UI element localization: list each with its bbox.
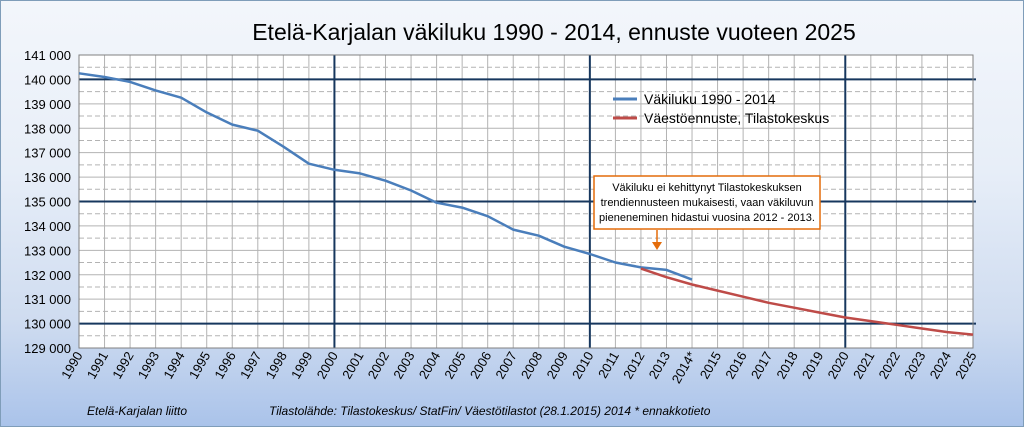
legend-label-2: Väestöennuste, Tilastokeskus: [644, 110, 829, 126]
x-tick-label: 1997: [237, 349, 264, 382]
y-tick-label: 136 000: [24, 170, 71, 185]
y-tick-label: 130 000: [24, 317, 71, 332]
annotation-arrow-head: [652, 242, 662, 250]
chart-title: Etelä-Karjalan väkiluku 1990 - 2014, enn…: [252, 19, 856, 45]
x-tick-label: 2012: [620, 349, 647, 382]
plot-area: 129 000 130 000 131 000 132 000 133 000 134 0…: [24, 48, 980, 386]
x-tick-label: 1996: [211, 349, 238, 382]
annotation-text-line: trendiennusteen mukaisesti, vaan väkiluv…: [601, 197, 814, 209]
x-tick-label: 2003: [390, 349, 417, 382]
x-tick-label: 2025: [952, 349, 979, 382]
x-tick-label: 2014*: [669, 349, 699, 386]
x-tick-label: 2008: [518, 349, 545, 382]
footer-source-org: Etelä-Karjalan liitto: [87, 404, 187, 418]
x-tick-label: 2006: [467, 349, 494, 382]
x-tick-label: 2004: [416, 349, 443, 382]
x-tick-label: 1998: [262, 349, 289, 382]
x-tick-label: 2002: [365, 349, 392, 382]
x-tick-label: 1992: [109, 349, 136, 382]
plot-border: [78, 54, 974, 349]
x-tick-label: 2023: [901, 349, 928, 382]
y-tick-label: 134 000: [24, 219, 71, 234]
x-tick-label: 2018: [773, 349, 800, 382]
y-tick-label: 132 000: [24, 268, 71, 283]
x-tick-label: 2022: [876, 349, 903, 382]
y-tick-label: 140 000: [24, 72, 71, 87]
legend: Väkiluku 1990 - 2014 Väestöennuste, Tilas…: [613, 91, 829, 126]
annotation-box: [593, 175, 821, 230]
x-tick-label: 2010: [569, 349, 596, 382]
x-tick-label: 2016: [722, 349, 749, 382]
series-line-1: [78, 72, 693, 281]
y-tick-label: 137 000: [24, 146, 71, 161]
footer-data-source: Tilastolähde: Tilastokeskus/ StatFin/ Vä…: [269, 404, 711, 418]
y-tick-label: 133 000: [24, 243, 71, 258]
y-tick-label: 135 000: [24, 195, 71, 210]
x-tick-label: 2015: [697, 349, 724, 382]
x-tick-label: 2021: [850, 349, 877, 382]
series-line-2: [640, 267, 974, 336]
x-tick-label: 2001: [339, 349, 366, 382]
x-tick-label: 1994: [160, 349, 187, 382]
y-tick-label: 129 000: [24, 341, 71, 356]
x-tick-label: 2011: [595, 349, 622, 381]
y-tick-label: 139 000: [24, 97, 71, 112]
x-tick-label: 1993: [135, 349, 162, 382]
x-tick-label: 1991: [84, 349, 111, 382]
y-tick-label: 141 000: [24, 48, 71, 63]
x-tick-label: 2005: [441, 349, 468, 382]
y-tick-label: 131 000: [24, 292, 71, 307]
x-tick-label: 2007: [492, 349, 519, 382]
x-tick-label: 2019: [799, 349, 826, 382]
x-tick-label: 2024: [927, 349, 954, 382]
x-tick-label: 2009: [543, 349, 570, 382]
y-tick-label: 138 000: [24, 121, 71, 136]
x-tick-label: 2020: [824, 349, 851, 382]
legend-label-1: Väkiluku 1990 - 2014: [644, 91, 776, 107]
annotation-text-line: pieneneminen hidastui vuosina 2012 - 201…: [599, 212, 815, 224]
annotation-callout: Väkiluku ei kehittynyt Tilastokeskuksen t…: [593, 175, 821, 250]
x-tick-label: 2017: [748, 349, 775, 382]
annotation-text-line: Väkiluku ei kehittynyt Tilastokeskuksen: [612, 182, 802, 194]
x-tick-label: 1999: [288, 349, 315, 382]
x-tick-label: 1995: [186, 349, 213, 382]
x-tick-label: 2000: [314, 349, 341, 382]
